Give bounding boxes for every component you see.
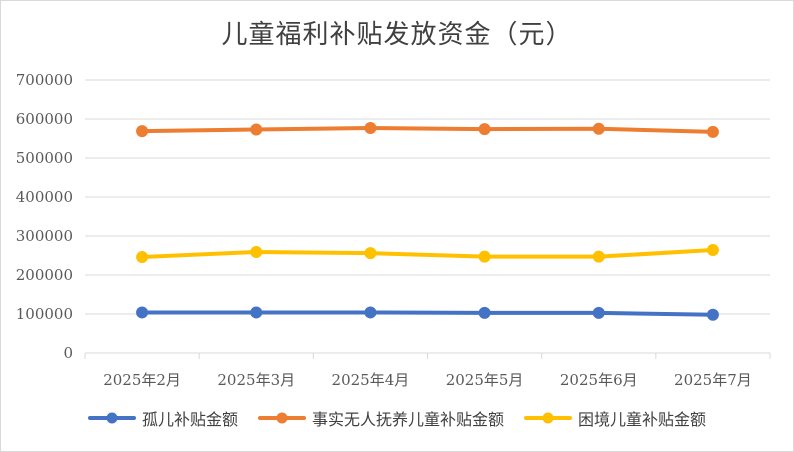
legend-swatch xyxy=(87,411,136,425)
legend-item: 困境儿童补贴金额 xyxy=(524,406,706,430)
data-point xyxy=(136,125,149,138)
chart-title: 儿童福利补贴发放资金（元） xyxy=(221,20,573,50)
data-point xyxy=(478,250,491,263)
legend-label: 事实无人抚养儿童补贴金额 xyxy=(311,410,504,429)
legend-swatch xyxy=(257,411,306,425)
data-point xyxy=(592,122,605,135)
data-point xyxy=(136,251,149,264)
y-tick-label: 700000 xyxy=(16,71,73,89)
data-point xyxy=(364,121,377,134)
x-tick-label: 2025年6月 xyxy=(560,371,638,389)
data-point xyxy=(478,123,491,136)
x-tick-label: 2025年7月 xyxy=(674,371,752,389)
series-line xyxy=(140,248,715,260)
legend-label: 孤儿补贴金额 xyxy=(141,410,238,429)
x-tick-label: 2025年5月 xyxy=(446,371,524,389)
data-point xyxy=(250,123,263,136)
y-tick-label: 600000 xyxy=(16,110,73,128)
data-point xyxy=(250,306,263,319)
y-tick-label: 400000 xyxy=(16,188,73,206)
data-point xyxy=(592,250,605,263)
y-tick-label: 0 xyxy=(63,344,73,362)
data-point xyxy=(364,247,377,260)
y-tick-label: 100000 xyxy=(16,305,73,323)
data-point xyxy=(364,306,377,319)
chart-legend: 孤儿补贴金额 事实无人抚养儿童补贴金额 困境儿童补贴金额 xyxy=(0,406,794,430)
data-point xyxy=(706,244,719,257)
legend-item: 孤儿补贴金额 xyxy=(87,406,238,430)
data-point xyxy=(478,306,491,319)
legend-swatch xyxy=(524,411,572,425)
x-tick-label: 2025年2月 xyxy=(103,371,181,389)
legend-label: 困境儿童补贴金额 xyxy=(578,410,707,429)
data-point xyxy=(592,306,605,319)
data-point xyxy=(136,306,149,319)
x-tick-label: 2025年4月 xyxy=(332,371,410,389)
x-tick-label: 2025年3月 xyxy=(217,371,295,389)
data-point xyxy=(250,245,263,258)
y-tick-label: 300000 xyxy=(16,227,73,245)
y-tick-label: 500000 xyxy=(16,149,73,167)
legend-item: 事实无人抚养儿童补贴金额 xyxy=(257,406,504,430)
data-point xyxy=(706,125,719,138)
y-tick-label: 200000 xyxy=(16,266,73,284)
series-line xyxy=(140,125,715,134)
data-point xyxy=(706,308,719,321)
series-line xyxy=(140,310,715,317)
